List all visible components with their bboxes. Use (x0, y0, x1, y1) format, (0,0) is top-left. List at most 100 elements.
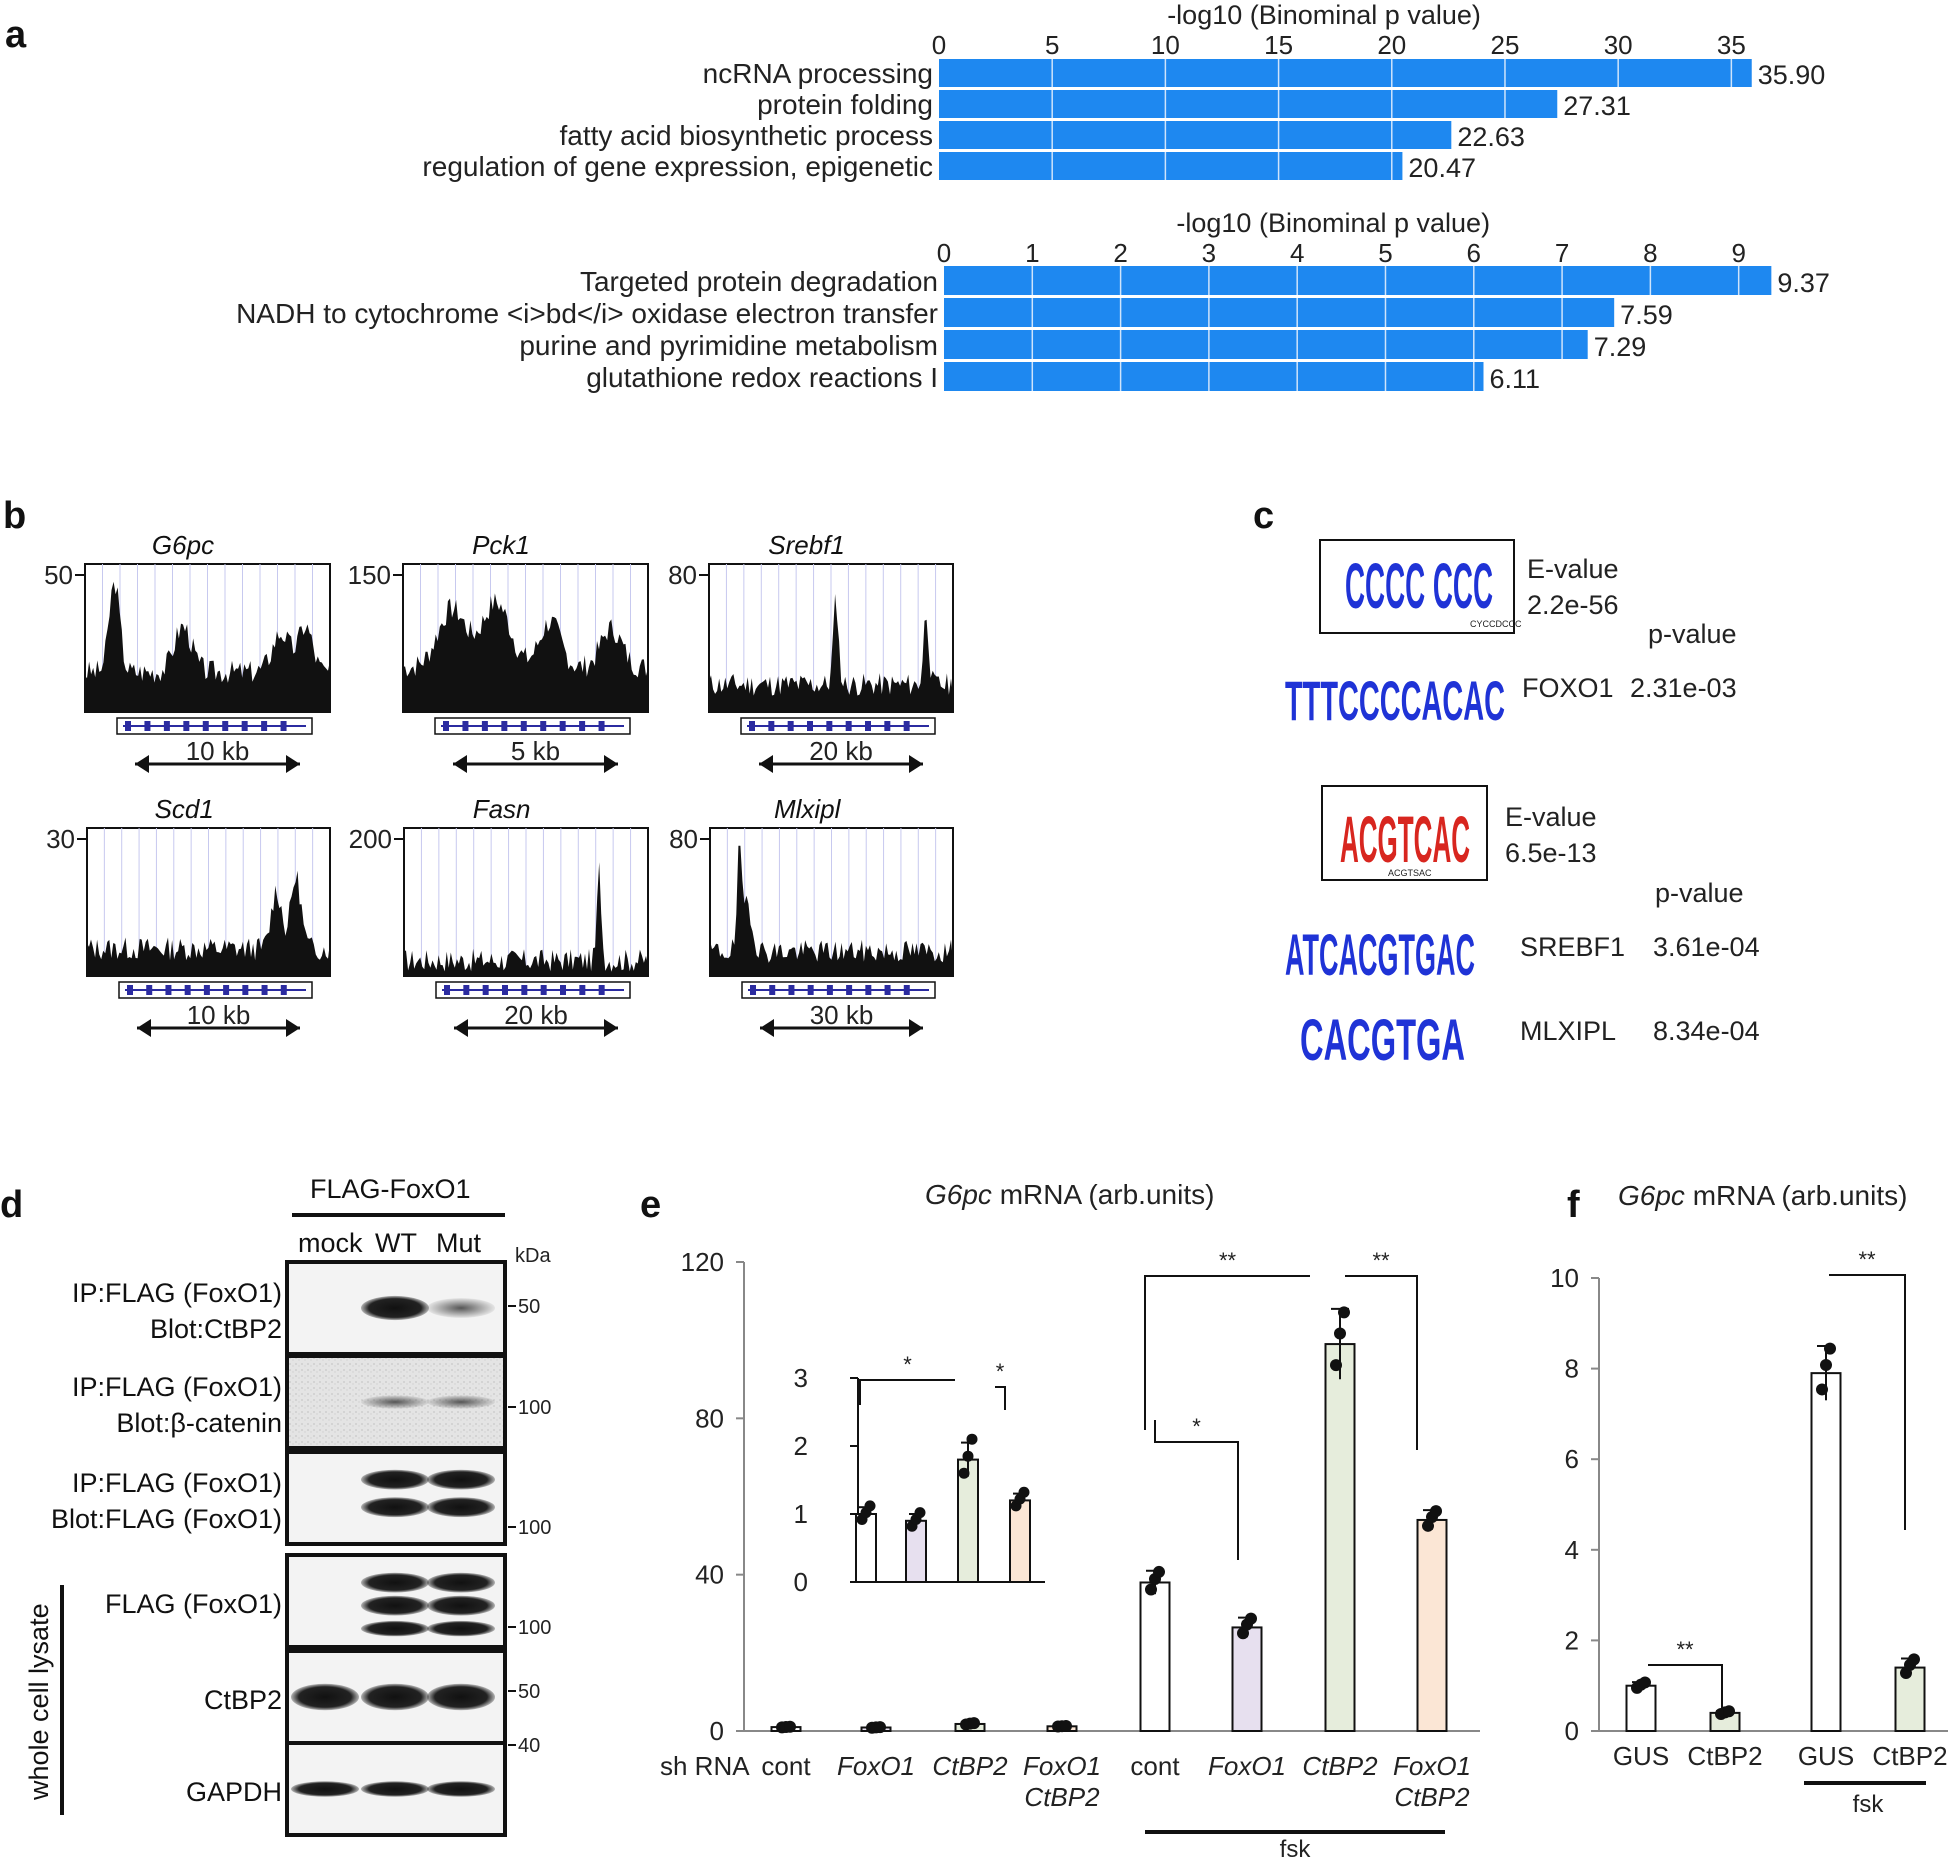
marker-label: 100 (518, 1617, 551, 1639)
track-gene-label: Mlxipl (774, 794, 842, 824)
track-gene-label: Pck1 (472, 530, 530, 560)
bar (939, 121, 1452, 149)
significance-bracket (1345, 1275, 1418, 1450)
y-tick-label: 6 (1565, 1444, 1579, 1474)
fsk-label: fsk (1280, 1836, 1312, 1859)
y-tick-label: 8 (1565, 1354, 1579, 1384)
inset-bar (1009, 1499, 1031, 1584)
exon (184, 985, 191, 995)
bar (1139, 1581, 1171, 1732)
chart-a1: -log10 (Binominal p value) 0 5 10 15 20 25 30 35… (422, 0, 1825, 183)
inset-y-tick-label: 1 (794, 1499, 808, 1529)
scale-label: 5 kb (511, 736, 560, 766)
track-ymax-label: 200 (349, 824, 392, 854)
blot-label: GAPDH (186, 1777, 282, 1807)
bar (1231, 1626, 1263, 1733)
band (361, 1295, 429, 1321)
exon (521, 985, 528, 995)
data-point (1060, 1719, 1072, 1732)
exon (280, 985, 287, 995)
significance-label: * (996, 1359, 1005, 1384)
x-tick-label: 4 (1290, 238, 1304, 268)
exon (481, 721, 488, 731)
motif1-box (1319, 539, 1515, 634)
panel-label-f: f (1567, 1184, 1580, 1226)
blot-label-ip: IP:FLAG (FoxO1) (72, 1468, 282, 1498)
chart-title: G6pc mRNA (arb.units) (925, 1179, 1214, 1210)
mlxipl-pvalue: 8.34e-04 (1653, 1016, 1760, 1046)
exon (807, 985, 814, 995)
panel-label-b: b (3, 495, 26, 537)
chart-title: G6pc mRNA (arb.units) (1618, 1180, 1907, 1211)
inset-bar (957, 1458, 979, 1583)
category-label: FoxO1 (1393, 1751, 1471, 1781)
exon (884, 985, 891, 995)
exon (501, 721, 508, 731)
coverage-profile (85, 581, 330, 712)
band (427, 1683, 495, 1711)
exon (846, 985, 853, 995)
blot-label: FLAG (FoxO1) (105, 1589, 282, 1619)
category-label: protein folding (757, 89, 933, 120)
significance-bracket (1648, 1664, 1723, 1708)
data-point (1824, 1342, 1836, 1355)
x-tick-label: 1 (1025, 238, 1039, 268)
inset-data-point (914, 1507, 926, 1519)
band (427, 1395, 495, 1409)
exon (865, 721, 871, 731)
x-tick-label: 10 (1151, 30, 1180, 60)
exon (163, 721, 170, 731)
coverage-profile (403, 593, 648, 712)
significance-label: ** (1372, 1248, 1390, 1273)
bar (944, 362, 1484, 391)
data-point (968, 1717, 980, 1730)
motif2-evalue-label: E-value (1505, 802, 1597, 832)
marker-label: 40 (518, 1735, 540, 1757)
exon (884, 721, 891, 731)
exon (241, 721, 248, 731)
mlxipl-name: MLXIPL (1520, 1016, 1616, 1046)
exon (183, 721, 190, 731)
exon (261, 721, 268, 731)
track-ymax-label: 30 (46, 824, 75, 854)
track-ymax-label: 80 (669, 824, 698, 854)
bar (1416, 1518, 1448, 1732)
panel-label-c: c (1253, 495, 1274, 537)
significance-bracket (859, 1379, 955, 1405)
exon (807, 721, 813, 731)
bar (1810, 1372, 1842, 1732)
exon (146, 985, 153, 995)
exon (787, 721, 794, 731)
blot-strips: IP:FLAG (FoxO1) Blot:CtBP2 50 IP:FLAG (FoxO… (51, 1260, 551, 1837)
exon (903, 721, 910, 731)
band (291, 1781, 359, 1797)
x-tick-label: 15 (1264, 30, 1293, 60)
category-label: FoxO1 (1208, 1751, 1286, 1781)
data-point (874, 1721, 886, 1734)
band (427, 1298, 495, 1318)
inset-bar (855, 1513, 877, 1583)
exon (280, 721, 287, 731)
x-tick-label: 5 (1045, 30, 1059, 60)
panel-c-motifs: CCCC CCC CYCCDCCC E-value 2.2e-56 p-valu… (1285, 539, 1760, 1073)
data-point (1153, 1565, 1165, 1578)
exon (202, 721, 209, 731)
blot-label-antibody: Blot:FLAG (FoxO1) (51, 1504, 282, 1534)
exon (598, 721, 605, 731)
exon (462, 721, 469, 731)
x-tick-label: 0 (937, 238, 951, 268)
exon (203, 985, 210, 995)
marker-label: 50 (518, 1681, 540, 1703)
band (427, 1781, 495, 1797)
significance-label: ** (1219, 1248, 1237, 1273)
category-label: CtBP2 (932, 1751, 1008, 1781)
y-tick-label: 80 (695, 1403, 724, 1433)
data-point (1145, 1583, 1157, 1596)
kda-label: kDa (515, 1245, 551, 1267)
y-tick-label: 0 (1565, 1716, 1579, 1746)
exon (540, 985, 547, 995)
exon (520, 721, 527, 731)
scale-label: 20 kb (504, 1000, 568, 1030)
blot-label: CtBP2 (204, 1685, 282, 1715)
motif2-pvalue-header: p-value (1655, 878, 1744, 908)
